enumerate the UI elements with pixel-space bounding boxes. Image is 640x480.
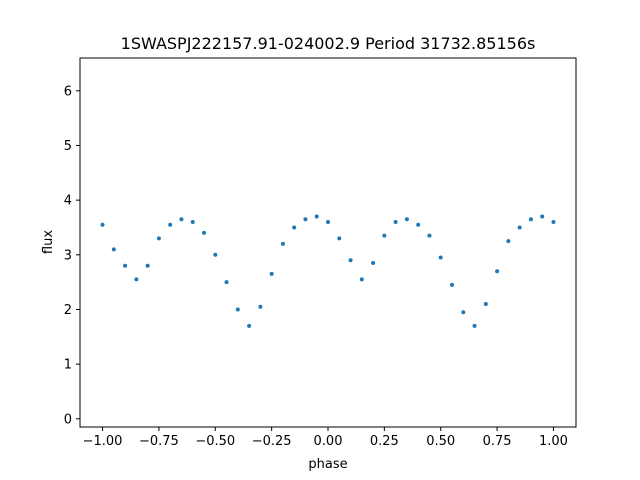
data-point (427, 233, 432, 238)
data-point (382, 233, 387, 238)
data-point (100, 222, 105, 227)
data-point (461, 310, 466, 315)
data-point (190, 220, 195, 224)
data-point (269, 271, 274, 276)
data-point (483, 302, 488, 306)
y-axis: 0 1 2 3 4 5 6 (64, 84, 80, 427)
data-point (404, 217, 409, 222)
data-point (348, 258, 353, 263)
x-tick-label: 0.75 (483, 434, 512, 449)
x-tick-label: −0.25 (252, 434, 292, 449)
y-tick-label: 5 (64, 139, 72, 154)
data-point (145, 263, 150, 268)
x-tick-label: −0.50 (195, 434, 235, 449)
data-point (224, 280, 229, 285)
data-point (258, 304, 263, 309)
data-point (280, 241, 285, 246)
x-tick-label: −1.00 (83, 434, 123, 449)
data-point (168, 222, 173, 227)
scatter-points (100, 214, 556, 328)
y-tick-label: 4 (64, 194, 72, 209)
data-point (213, 252, 218, 257)
data-point (359, 277, 364, 282)
data-point (326, 220, 330, 224)
data-point (517, 225, 522, 230)
y-axis-label: flux (41, 230, 56, 254)
x-axis: −1.00 −0.75 −0.50 −0.25 0.00 0.25 0.50 0.75 1.00 (83, 427, 568, 449)
x-tick-label: 0.00 (314, 434, 343, 449)
data-point (540, 214, 545, 219)
data-point (371, 261, 376, 265)
data-point (450, 282, 454, 287)
data-point (179, 217, 184, 222)
data-point (393, 220, 398, 224)
data-point (156, 236, 161, 241)
x-tick-label: 1.00 (539, 434, 568, 449)
data-point (292, 225, 297, 230)
data-point (303, 217, 308, 222)
data-point (314, 214, 319, 219)
data-point (506, 239, 511, 244)
y-tick-label: 2 (64, 303, 72, 318)
y-tick-label: 3 (64, 248, 72, 263)
data-point (247, 323, 252, 328)
data-point (337, 236, 342, 241)
data-point (123, 263, 128, 268)
y-tick-label: 0 (64, 412, 72, 427)
data-point (528, 217, 533, 222)
data-point (202, 230, 206, 235)
data-point (551, 220, 556, 224)
x-tick-label: 0.25 (370, 434, 399, 449)
x-axis-label: phase (308, 457, 347, 472)
data-point (472, 323, 477, 328)
y-tick-label: 1 (64, 358, 72, 373)
plot-frame (79, 57, 577, 428)
chart-title: 1SWASPJ222157.91-024002.9 Period 31732.8… (121, 34, 536, 53)
y-tick-label: 6 (64, 84, 72, 99)
x-tick-label: −0.75 (139, 434, 179, 449)
data-point (235, 307, 240, 312)
data-point (134, 277, 139, 282)
data-point (438, 255, 443, 260)
data-point (416, 222, 421, 227)
data-point (495, 269, 500, 274)
x-tick-label: 0.50 (426, 434, 455, 449)
data-point (111, 247, 116, 252)
